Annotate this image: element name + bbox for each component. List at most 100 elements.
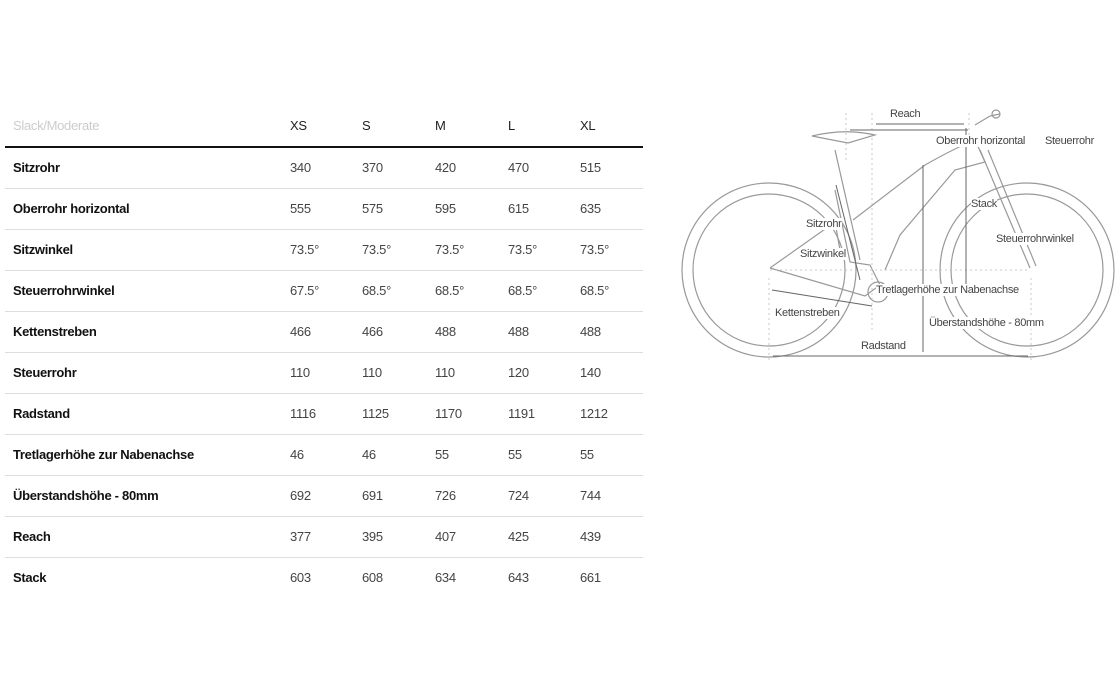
label-radstand: Radstand	[861, 340, 906, 352]
row-value: 555	[290, 201, 311, 216]
row-value: 68.5°	[362, 283, 392, 298]
row-label: Überstandshöhe - 80mm	[13, 488, 159, 503]
row-value: 634	[435, 570, 456, 585]
label-kettenstreben: Kettenstreben	[775, 307, 840, 319]
row-value: 661	[580, 570, 601, 585]
table-row: Steuerrohr 110 110 110 120 140	[5, 353, 643, 394]
row-value: 73.5°	[508, 242, 538, 257]
row-value: 515	[580, 160, 601, 175]
row-value: 46	[290, 447, 304, 462]
table-row: Radstand 1116 1125 1170 1191 1212	[5, 394, 643, 435]
row-label: Tretlagerhöhe zur Nabenachse	[13, 447, 194, 462]
row-value: 692	[290, 488, 311, 503]
label-tretlager: Tretlagerhöhe zur Nabenachse	[876, 284, 1019, 296]
row-value: 68.5°	[580, 283, 610, 298]
row-value: 140	[580, 365, 601, 380]
front-wheel-outer	[939, 182, 1115, 358]
row-value: 377	[290, 529, 311, 544]
row-value: 73.5°	[362, 242, 392, 257]
row-value: 724	[508, 488, 529, 503]
table-body: Sitzrohr 340 370 420 470 515 Oberrohr horizont…	[5, 148, 643, 598]
chainstay	[769, 189, 881, 297]
label-ueberstand: Überstandshöhe - 80mm	[929, 317, 1044, 329]
seat-tube	[834, 149, 861, 261]
row-value: 73.5°	[580, 242, 610, 257]
row-value: 595	[435, 201, 456, 216]
row-value: 439	[580, 529, 601, 544]
row-value: 726	[435, 488, 456, 503]
row-value: 575	[362, 201, 383, 216]
handlebar	[991, 109, 1001, 119]
table-row: Sitzwinkel 73.5° 73.5° 73.5° 73.5° 73.5°	[5, 230, 643, 271]
stem	[974, 113, 1001, 126]
row-value: 110	[435, 365, 455, 380]
rear-wheel-outer	[681, 182, 857, 358]
geometry-table: Slack/Moderate XS S M L XL Sitzrohr 340 37…	[5, 106, 643, 598]
row-label: Stack	[13, 570, 47, 585]
row-value: 425	[508, 529, 529, 544]
table-row: Sitzrohr 340 370 420 470 515	[5, 148, 643, 189]
size-m: M	[435, 118, 446, 133]
label-reach: Reach	[890, 108, 921, 120]
row-value: 55	[580, 447, 594, 462]
row-value: 395	[362, 529, 383, 544]
size-xs: XS	[290, 118, 307, 133]
row-value: 1191	[508, 406, 535, 421]
row-value: 110	[362, 365, 382, 380]
row-value: 67.5°	[290, 283, 320, 298]
size-s: S	[362, 118, 371, 133]
table-row: Steuerrohrwinkel 67.5° 68.5° 68.5° 68.5° 68.5…	[5, 271, 643, 312]
table-row: Tretlagerhöhe zur Nabenachse 46 46 55 55 55	[5, 435, 643, 476]
row-value: 46	[362, 447, 376, 462]
row-value: 120	[508, 365, 529, 380]
row-label: Oberrohr horizontal	[13, 201, 130, 216]
row-value: 635	[580, 201, 601, 216]
table-row: Reach 377 395 407 425 439	[5, 517, 643, 558]
table-row: Oberrohr horizontal 555 575 595 615 635	[5, 189, 643, 230]
row-value: 1125	[362, 406, 389, 421]
table-row: Stack 603 608 634 643 661	[5, 558, 643, 598]
row-value: 488	[580, 324, 601, 339]
table-row: Kettenstreben 466 466 488 488 488	[5, 312, 643, 353]
row-value: 615	[508, 201, 529, 216]
row-value: 340	[290, 160, 311, 175]
row-label: Kettenstreben	[13, 324, 97, 339]
row-label: Steuerrohrwinkel	[13, 283, 115, 298]
row-value: 55	[508, 447, 522, 462]
table-row: Überstandshöhe - 80mm 692 691 726 724 744	[5, 476, 643, 517]
row-value: 420	[435, 160, 456, 175]
row-value: 608	[362, 570, 383, 585]
row-value: 407	[435, 529, 456, 544]
label-oberrohr: Oberrohr horizontal	[936, 135, 1026, 147]
row-label: Sitzrohr	[13, 160, 60, 175]
row-label: Steuerrohr	[13, 365, 77, 380]
saddle	[811, 131, 878, 144]
row-label: Radstand	[13, 406, 70, 421]
label-stack: Stack	[971, 198, 998, 210]
row-value: 55	[435, 447, 449, 462]
size-l: L	[508, 118, 515, 133]
row-value: 643	[508, 570, 529, 585]
row-label: Reach	[13, 529, 51, 544]
row-value: 68.5°	[435, 283, 465, 298]
row-value: 1116	[290, 406, 316, 421]
row-value: 470	[508, 160, 529, 175]
row-value: 110	[290, 365, 310, 380]
row-value: 691	[362, 488, 383, 503]
label-steuerrohr: Steuerrohr	[1045, 135, 1094, 147]
rear-wheel-inner	[692, 193, 846, 347]
row-value: 488	[508, 324, 529, 339]
row-value: 73.5°	[290, 242, 320, 257]
row-label: Sitzwinkel	[13, 242, 73, 257]
label-steuerrohrwinkel: Steuerrohrwinkel	[996, 233, 1074, 245]
row-value: 488	[435, 324, 456, 339]
row-value: 73.5°	[435, 242, 465, 257]
row-value: 370	[362, 160, 383, 175]
size-xl: XL	[580, 118, 596, 133]
row-value: 1170	[435, 406, 462, 421]
row-value: 603	[290, 570, 311, 585]
label-sitzwinkel: Sitzwinkel	[800, 248, 846, 260]
row-value: 744	[580, 488, 601, 503]
table-header: Slack/Moderate XS S M L XL	[5, 106, 643, 148]
row-value: 68.5°	[508, 283, 538, 298]
